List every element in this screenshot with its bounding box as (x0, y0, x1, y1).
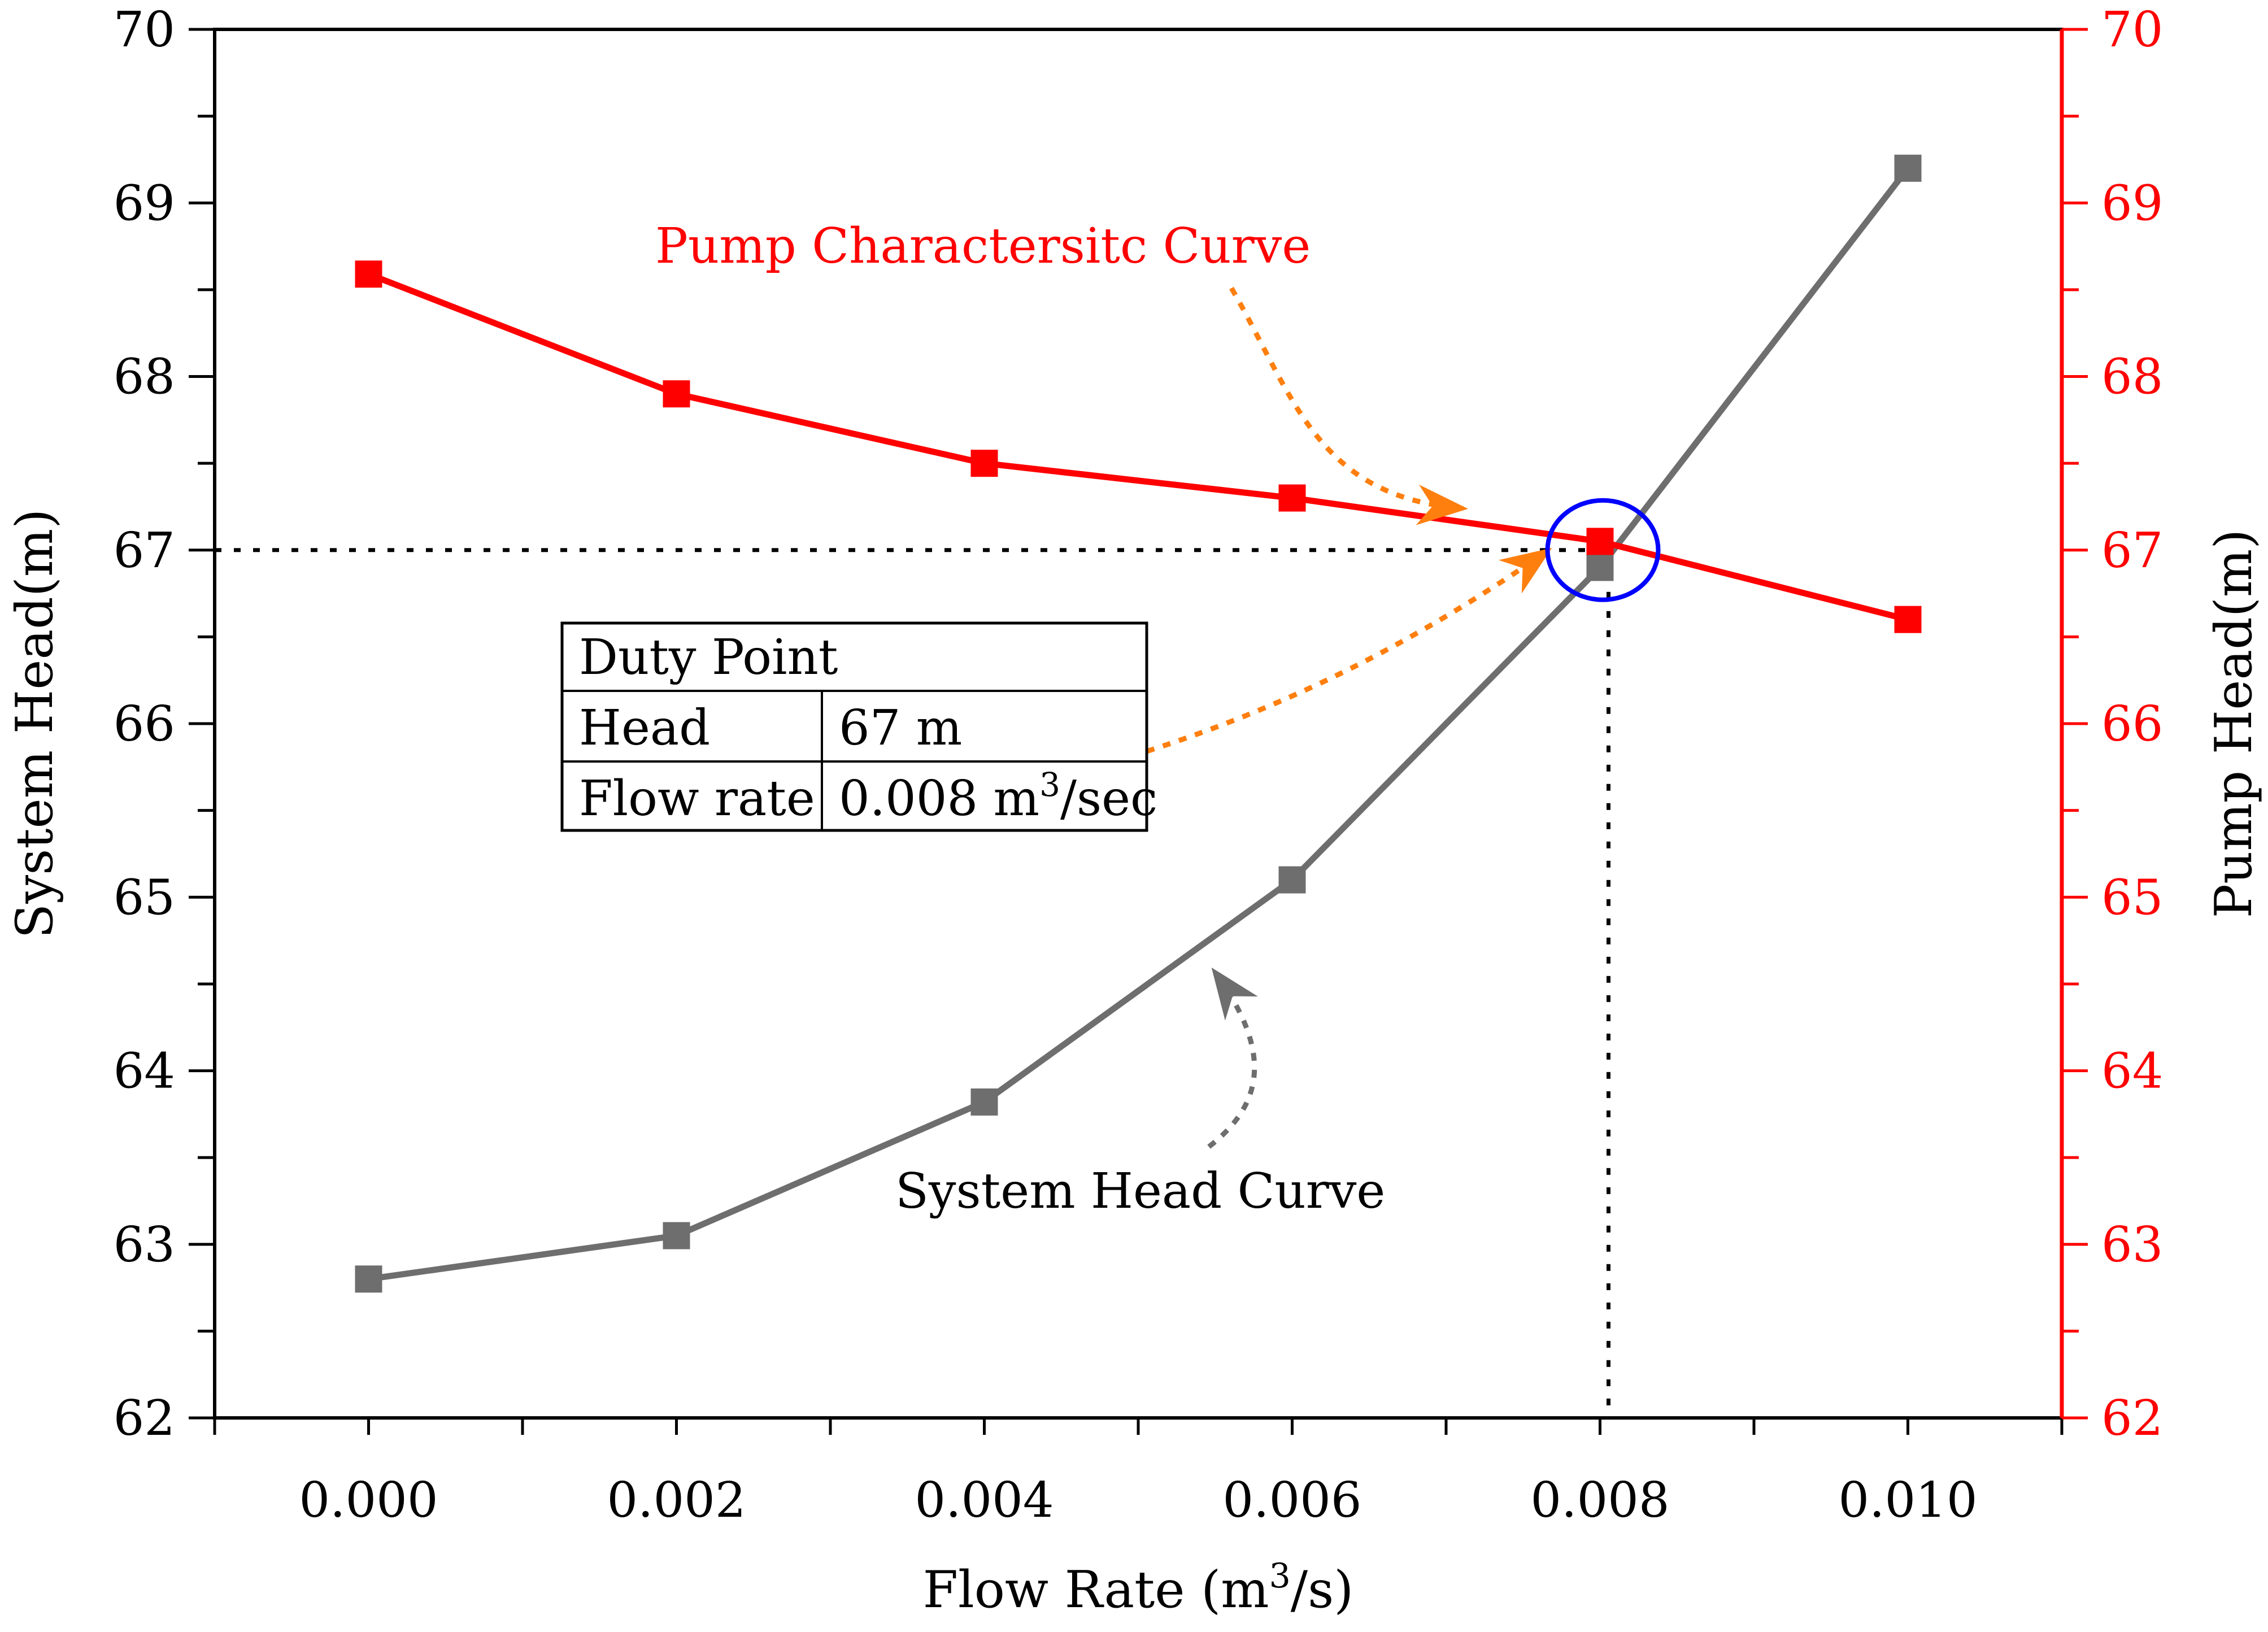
annotations: Pump Charactersitc Curve System Head Cur… (655, 218, 1661, 1220)
x-tick-label: 0.004 (915, 1472, 1054, 1529)
x-tick-label: 0.008 (1530, 1472, 1669, 1529)
y-left-axis-label: System Head(m) (5, 509, 64, 939)
data-point (663, 380, 690, 408)
system-label-arrow (1207, 967, 1258, 1149)
x-tick-label: 0.010 (1838, 1472, 1977, 1529)
x-axis-label: Flow Rate (m3/s) (923, 1556, 1354, 1620)
y-left-tick-label: 69 (114, 175, 175, 232)
y-left-tick-label: 65 (114, 869, 175, 926)
data-point (1278, 484, 1306, 512)
duty-guides (215, 548, 1610, 1418)
duty-table-flow-value: 0.008 m3/sec (839, 765, 1157, 827)
series-line (367, 271, 1909, 623)
y-right-tick-label: 64 (2101, 1043, 2163, 1100)
pump-curve-label: Pump Charactersitc Curve (655, 218, 1311, 275)
y-left-axis: 62 63 64 65 66 67 68 69 70 (114, 2, 215, 1447)
duty-table-arrow (1146, 547, 1552, 754)
duty-table-border (560, 621, 1148, 832)
y-right-axis-label: Pump Head(m) (2204, 529, 2263, 919)
y-left-tick-label: 62 (114, 1390, 175, 1447)
data-point (1894, 154, 1922, 182)
duty-table-head-label: Head (579, 700, 710, 756)
data-point (1894, 606, 1922, 633)
pump-label-arrow (1229, 286, 1468, 525)
data-point (1586, 528, 1614, 555)
data-point (355, 1265, 382, 1293)
data-point (970, 1088, 998, 1116)
series-layer (355, 154, 1922, 1293)
y-right-axis: 62 63 64 65 66 67 68 69 70 (2060, 2, 2163, 1447)
y-right-tick-label: 68 (2101, 349, 2163, 406)
x-axis: 0.000 0.002 0.004 0.006 0.008 0.010 (213, 1418, 2064, 1529)
y-left-tick-label: 70 (114, 2, 175, 58)
x-tick-label: 0.002 (607, 1472, 746, 1529)
data-point (970, 450, 998, 477)
y-right-tick-label: 66 (2101, 696, 2163, 752)
duty-point-circle (1545, 498, 1661, 602)
duty-point-table: Duty Point Head 67 m Flow rate 0.008 m3/… (560, 621, 1157, 832)
data-point (355, 260, 382, 288)
duty-table-title: Duty Point (579, 629, 838, 686)
x-tick-label: 0.000 (299, 1472, 438, 1529)
data-point (663, 1222, 690, 1250)
duty-table-head-value: 67 m (839, 700, 962, 756)
y-left-tick-label: 63 (114, 1217, 175, 1273)
data-point (1278, 866, 1306, 894)
system-curve-label: System Head Curve (895, 1163, 1385, 1220)
y-right-tick-label: 69 (2101, 175, 2163, 232)
duty-table-flow-label: Flow rate (579, 771, 815, 827)
x-axis-label-superscript: 3 (1269, 1556, 1291, 1596)
x-tick-label: 0.006 (1222, 1472, 1361, 1529)
y-right-tick-label: 65 (2101, 869, 2163, 926)
y-left-tick-label: 64 (114, 1043, 175, 1100)
y-left-tick-label: 66 (114, 696, 175, 752)
y-right-tick-label: 63 (2101, 1217, 2163, 1273)
y-right-tick-label: 62 (2101, 1390, 2163, 1447)
y-right-tick-label: 67 (2101, 523, 2163, 579)
duty-table-flow-superscript: 3 (1039, 765, 1060, 804)
y-left-tick-label: 68 (114, 349, 175, 406)
series-line (368, 166, 1910, 1282)
y-right-tick-label: 70 (2101, 2, 2163, 58)
data-point (1586, 554, 1614, 581)
y-left-tick-label: 67 (114, 523, 175, 579)
